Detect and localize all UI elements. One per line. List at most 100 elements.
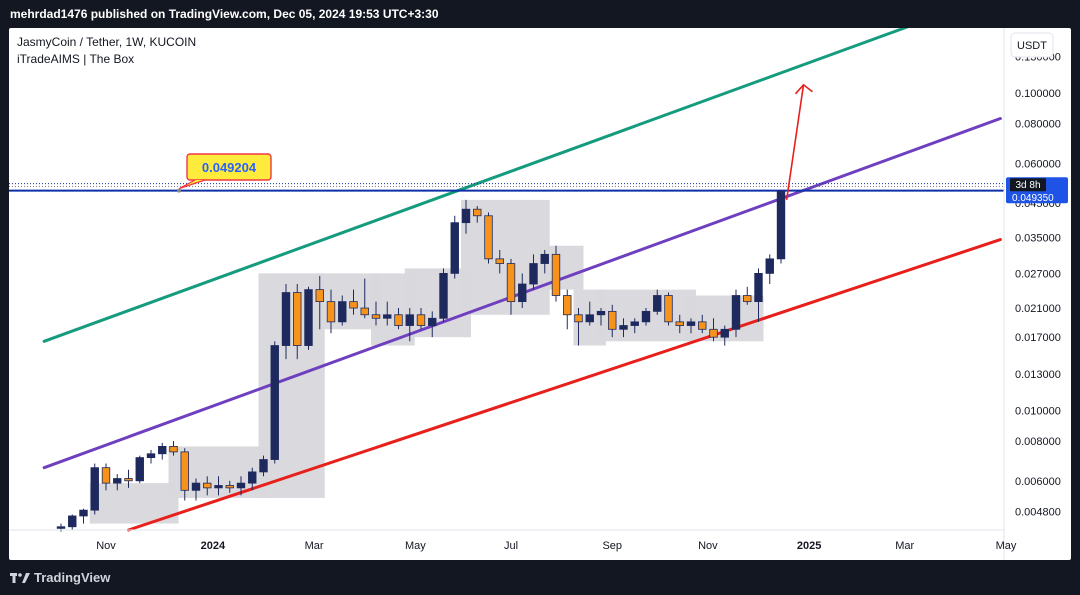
x-tick-label: Sep [602,540,622,552]
level-callout-anchor [177,188,181,193]
candle-body [551,253,561,296]
candle-body [731,295,741,330]
level-callout[interactable]: 0.049204 [177,153,272,193]
candle-body [540,253,549,264]
x-tick-label: Mar [895,540,914,552]
candle-body [259,459,268,473]
y-tick-label: 0.017000 [1015,332,1061,344]
price-badge-text: 0.049350 [1012,193,1054,204]
chart-canvas[interactable]: 0.049204 0.1300000.1000000.0800000.06000… [9,28,1071,560]
candle-body [169,446,178,453]
candle-body [180,451,189,491]
candle-body [439,272,448,319]
y-tick-label: 0.010000 [1015,405,1061,417]
candle-body [281,292,291,346]
tradingview-logo-icon [10,572,30,584]
candle-body [416,314,426,326]
candle-body [653,295,662,312]
upper-channel-line[interactable] [42,28,927,343]
y-tick-label: 0.100000 [1015,88,1061,100]
candle-body [270,345,279,460]
y-tick-label: 0.060000 [1015,158,1061,170]
box-zone [539,245,584,290]
candle-body [720,328,729,338]
candle-body [101,467,111,484]
candle-body [394,314,403,326]
footer-brand-label: TradingView [34,570,111,585]
candle-body [293,292,302,346]
footer-brand[interactable]: TradingView [0,560,1080,595]
candle-body [563,295,572,316]
x-tick-label: Nov [96,540,116,552]
y-tick-label: 0.035000 [1015,233,1061,245]
candle-body [79,509,88,517]
x-tick-label: Mar [305,540,324,552]
box-zone [404,268,471,338]
box-zone [461,199,550,315]
candle-body [743,295,752,303]
publish-line: mehrdad1476 published on TradingView.com… [10,7,439,21]
candle-body [754,272,763,303]
candle-body [428,317,437,326]
y-tick-label: 0.027000 [1015,268,1061,280]
candle-body [585,314,594,323]
candle-body [146,453,156,458]
candle-body [360,307,369,316]
time-axis[interactable]: Nov 2024 Mar May Jul Sep Nov 2025 Mar May [96,540,1017,552]
level-callout-pointer [178,179,206,190]
candle-body [236,482,246,489]
currency-button-label: USDT [1017,40,1047,52]
countdown-text: 3d 8h [1015,180,1040,191]
candle-body [495,258,504,264]
candle-body [776,190,786,260]
y-tick-label: 0.004800 [1015,507,1061,519]
candle-body [304,289,313,346]
candle-body [248,471,257,484]
price-badge-layer: 3d 8h 0.049350 [1006,177,1068,204]
chart-frame[interactable]: 0.049204 0.130000 0.100000 0.080000 0.06000… [9,28,1071,560]
candle-body [383,314,392,319]
y-tick-label: 0.006000 [1015,476,1061,488]
candle-body [596,310,606,316]
candle-body [461,208,471,224]
x-tick-label: May [405,540,426,552]
candle-body [56,526,66,529]
candle-body [113,478,122,484]
candle-body [124,478,133,482]
candle-body [630,321,639,326]
chart-title: JasmyCoin / Tether, 1W, KUCOIN [17,35,196,49]
target-arrow-shaft[interactable] [785,84,805,201]
candle-body [686,321,696,326]
candle-body [191,482,201,491]
level-line-layer[interactable] [9,183,1004,192]
candle-body [574,314,583,323]
x-tick-label: 2024 [201,540,226,552]
candle-body [315,289,324,303]
countdown-badge [1010,178,1046,192]
y-tick-label: 0.080000 [1015,119,1061,131]
lower-channel-line[interactable] [127,238,1002,532]
y-tick-label: 0.008000 [1015,436,1061,448]
candle-body [473,208,482,217]
currency-button[interactable]: USDT [1010,32,1054,58]
candle-body [405,314,414,326]
indicator-name: iTradeAIMS | The Box [17,52,134,66]
candle-body [675,321,684,326]
box-zone [314,273,381,330]
target-arrow-head[interactable] [794,83,813,95]
candle-body [709,328,718,338]
arrow-layer[interactable] [785,83,813,201]
candle-body [371,314,381,319]
candles-layer [56,189,786,532]
candle-body [203,482,212,489]
level-callout-box[interactable] [186,153,272,181]
box-indicator-layer [89,199,764,524]
candle-body [506,263,516,303]
y-tick-label: 0.013000 [1015,369,1061,381]
x-tick-label: Nov [698,540,718,552]
candle-body [214,485,223,489]
x-tick-label: Jul [504,540,518,552]
candle-body [619,325,628,330]
price-axis[interactable]: 0.1300000.1000000.0800000.0600000.045000… [1015,52,1061,519]
candle-body [698,321,707,330]
